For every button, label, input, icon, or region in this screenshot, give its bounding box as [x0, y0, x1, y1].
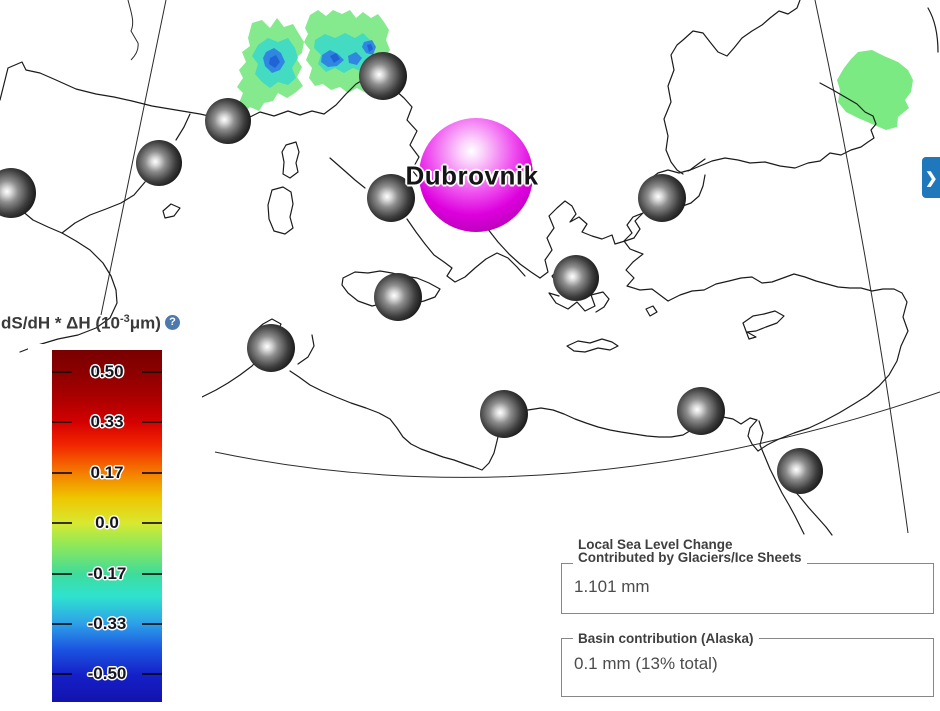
colorbar-tick-row: -0.33: [52, 614, 162, 634]
tick-mark-left: [52, 421, 72, 424]
sea-level-change-box-title: Local Sea Level Change Contributed by Gl…: [573, 538, 807, 564]
tick-mark-left: [52, 522, 72, 525]
station-marker[interactable]: [677, 387, 725, 435]
help-icon[interactable]: ?: [164, 314, 180, 330]
sensitivity-overlay-west-alps: [237, 18, 304, 113]
station-marker[interactable]: [359, 52, 407, 100]
sea-level-title-line2: Contributed by Glaciers/Ice Sheets: [578, 550, 802, 565]
legend-title-exponent: -3: [119, 313, 130, 325]
colorbar-tick-row: 0.50: [52, 362, 162, 382]
tick-label: 0.0: [95, 513, 119, 533]
tick-mark-left: [52, 572, 72, 575]
selected-city-label: Dubrovnik: [405, 160, 539, 191]
colorbar-tick-row: -0.50: [52, 664, 162, 684]
tick-mark-right: [142, 421, 162, 424]
graticule-lines: [100, 0, 940, 534]
colorbar-tick-row: -0.17: [52, 564, 162, 584]
colorbar-tick-row: 0.33: [52, 412, 162, 432]
sea-level-change-value: 1.101 mm: [574, 577, 650, 596]
legend-title-unit: μm): [129, 313, 161, 333]
legend-title-text: dS/dH * ΔH (10: [1, 313, 120, 333]
tick-mark-right: [142, 673, 162, 676]
basin-contribution-value: 0.1 mm (13% total): [574, 654, 718, 673]
tick-label: 0.50: [90, 362, 124, 381]
colorbar-tick-row: 0.0: [52, 513, 162, 533]
tick-mark-right: [142, 371, 162, 373]
color-scale-bar: 0.50 0.33 0.17 0.0 -0.17 -0.33 -0.50: [52, 350, 162, 702]
station-marker[interactable]: [247, 324, 295, 372]
station-marker[interactable]: [374, 273, 422, 321]
tick-mark-left: [52, 673, 72, 676]
station-marker[interactable]: [553, 255, 599, 301]
sensitivity-overlay-east-alps: [304, 10, 390, 93]
tick-label: -0.17: [87, 563, 127, 583]
sensitivity-overlay-caucasus: [837, 50, 913, 130]
basin-contribution-box: Basin contribution (Alaska) 0.1 mm (13% …: [561, 632, 934, 697]
station-marker[interactable]: [777, 448, 823, 494]
station-marker[interactable]: [136, 140, 182, 186]
tick-mark-right: [142, 572, 162, 575]
station-marker[interactable]: [205, 98, 251, 144]
colorbar-tick-row: 0.17: [52, 463, 162, 483]
station-marker[interactable]: [367, 174, 415, 222]
tick-label: 0.17: [90, 462, 124, 482]
sea-level-title-line1: Local Sea Level Change: [578, 537, 733, 552]
legend-title: dS/dH * ΔH (10-3μm)?: [1, 313, 180, 334]
tick-mark-right: [142, 522, 162, 525]
tick-mark-left: [52, 371, 72, 373]
tick-label: 0.33: [90, 412, 124, 432]
basin-contribution-box-title: Basin contribution (Alaska): [573, 632, 759, 645]
expand-panel-button[interactable]: ❯: [922, 157, 940, 198]
tick-mark-left: [52, 623, 72, 625]
tick-mark-right: [142, 471, 162, 474]
station-marker[interactable]: [480, 390, 528, 438]
selected-city-marker[interactable]: [419, 118, 533, 232]
station-marker[interactable]: [638, 174, 686, 222]
tick-label: -0.33: [87, 614, 127, 633]
tick-mark-right: [142, 623, 162, 625]
tick-mark-left: [52, 471, 72, 474]
tick-label: -0.50: [87, 664, 127, 684]
sea-level-change-box: Local Sea Level Change Contributed by Gl…: [561, 538, 934, 614]
